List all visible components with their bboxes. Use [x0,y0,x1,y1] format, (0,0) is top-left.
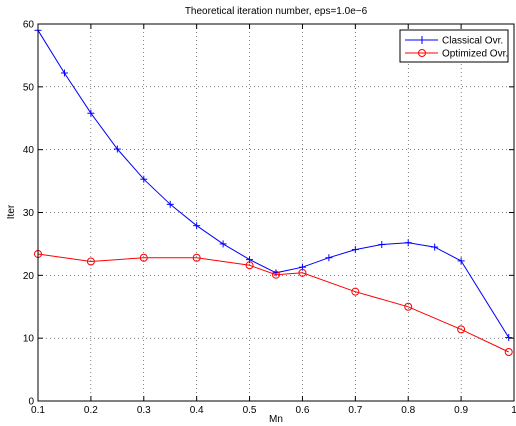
legend-label-optimized: Optimized Ovr. [442,49,508,60]
data-point-classical [457,257,465,265]
data-point-classical [60,69,68,77]
x-tick-label: 0.2 [84,405,98,416]
x-tick-label: 0.9 [454,405,468,416]
data-point-optimized [86,257,95,266]
data-point-classical [404,239,412,247]
data-point-optimized [457,325,466,334]
y-tick-label: 50 [23,82,35,93]
legend-marker-optimized [418,49,426,57]
data-point-optimized [139,253,148,262]
x-tick-label: 0.5 [243,405,257,416]
data-point-classical [113,145,121,153]
data-point-classical [166,200,174,208]
y-tick-label: 40 [23,145,35,156]
grid [38,24,514,401]
data-point-classical [140,175,148,183]
data-point-optimized [245,261,254,270]
x-tick-label: 0.3 [137,405,151,416]
chart-title: Theoretical iteration number, eps=1.0e−6 [185,6,368,17]
x-tick-label: 0.8 [401,405,415,416]
y-tick-label: 20 [23,271,35,282]
data-point-optimized [504,347,513,356]
x-axis-label: Mn [269,414,283,425]
legend-label-classical: Classical Ovr. [442,36,503,47]
y-axis-label: Iter [6,204,17,219]
data-point-optimized [298,268,307,277]
x-tick-label: 1 [511,405,516,416]
data-point-classical [87,109,95,117]
plot-frame [37,23,515,402]
y-tick-label: 0 [28,397,34,408]
data-point-classical [505,334,513,342]
data-point-optimized [272,270,280,279]
data-point-optimized [351,287,360,296]
y-tick-label: 30 [23,208,35,219]
series-line-classical [37,30,510,338]
axis-ticks: 0.1 0.2 0.3 0.4 0.5 0.6 0.7 0.8 0.9 1010203040506… [23,20,516,417]
data-point-classical [378,241,386,249]
data-point-optimized [404,302,413,311]
data-point-optimized [192,253,201,262]
legend: Classical Ovr. Optimized Ovr. [399,29,509,63]
series-layer [34,26,513,356]
data-point-classical [325,254,333,262]
legend-box [399,29,509,63]
x-tick-label: 0.6 [295,405,309,416]
data-point-classical [193,222,201,230]
series-line-optimized [37,253,509,353]
y-tick-label: 60 [23,20,35,31]
x-tick-label: 0.4 [190,405,204,416]
data-point-classical [219,240,227,248]
y-tick-label: 10 [23,334,35,345]
data-point-classical [431,243,439,251]
legend-marker-classical [418,36,426,44]
x-tick-label: 0.1 [31,405,45,416]
data-point-classical [351,246,359,254]
x-tick-label: 0.7 [348,405,362,416]
